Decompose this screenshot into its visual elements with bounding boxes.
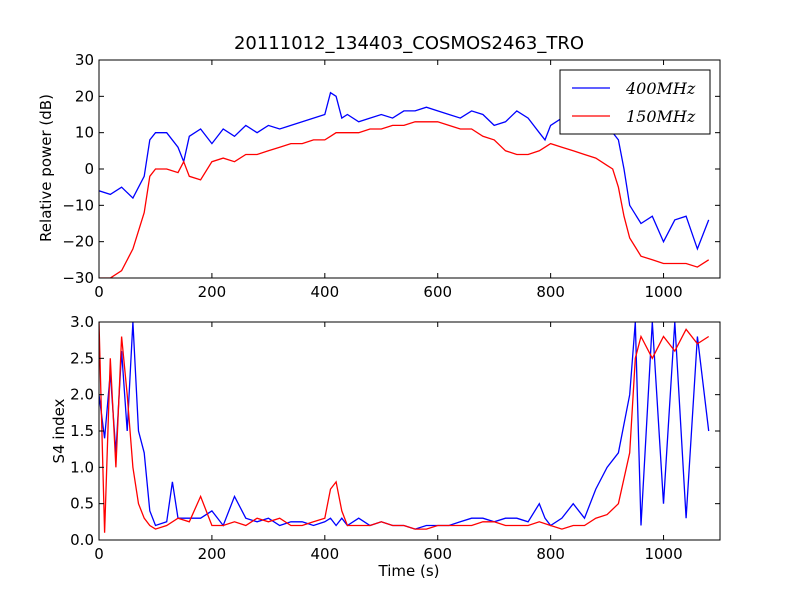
y-tick-label: −30: [62, 269, 94, 287]
x-tick-label: 800: [536, 283, 565, 301]
legend: 400MHz 150MHz: [559, 69, 711, 135]
plot-area: [99, 322, 710, 533]
x-tick-label: 200: [198, 283, 227, 301]
x-tick-label: 400: [310, 545, 339, 563]
x-tick-label: 0: [94, 545, 104, 563]
x-tick-label: 1000: [644, 545, 682, 563]
y-axis-label-power: Relative power (dB): [37, 94, 55, 242]
y-tick-label: 1.5: [70, 422, 94, 440]
series-line-150mhz: [99, 322, 710, 533]
y-tick-label: 0.0: [70, 531, 94, 549]
x-tick-label: 400: [310, 283, 339, 301]
legend-entry-label: 400MHz: [625, 79, 696, 98]
x-tick-label: 200: [198, 545, 227, 563]
x-tick-label: 800: [536, 545, 565, 563]
x-tick-label: 1000: [644, 283, 682, 301]
x-axis-label: Time (s): [378, 562, 440, 580]
y-tick-label: 0.5: [70, 495, 94, 513]
panel-s4-index: 0 200 400 600 800 1000 0.0 0.5 1.0 1.5 2.0 2.5 3.0: [70, 313, 721, 563]
y-tick-label: −20: [62, 233, 94, 251]
x-tick-label: 600: [423, 545, 452, 563]
series-line-400mhz: [99, 322, 710, 530]
legend-box: [559, 69, 711, 135]
y-tick-label: 20: [75, 87, 94, 105]
series-line-150mhz: [99, 121, 710, 278]
y-tick-label: 3.0: [70, 313, 94, 331]
panel-relative-power: 0 200 400 600 800 1000 −30 −20 −10 0 10 20 30 400MHz 1…: [62, 51, 721, 301]
y-tick-label: −10: [62, 196, 94, 214]
legend-entry-label: 150MHz: [626, 107, 696, 126]
y-tick-label: 2.0: [70, 386, 94, 404]
y-tick-label: 0: [84, 160, 94, 178]
x-tick-label: 600: [423, 283, 452, 301]
y-tick-label: 30: [75, 51, 94, 69]
axes-frame: [98, 321, 721, 541]
y-axis-label-s4: S4 index: [50, 398, 68, 463]
x-tick-label: 0: [94, 283, 104, 301]
y-tick-label: 1.0: [70, 458, 94, 476]
y-tick-label: 10: [75, 124, 94, 142]
y-tick-label: 2.5: [70, 349, 94, 367]
chart-title: 20111012_134403_COSMOS2463_TRO: [234, 33, 584, 54]
